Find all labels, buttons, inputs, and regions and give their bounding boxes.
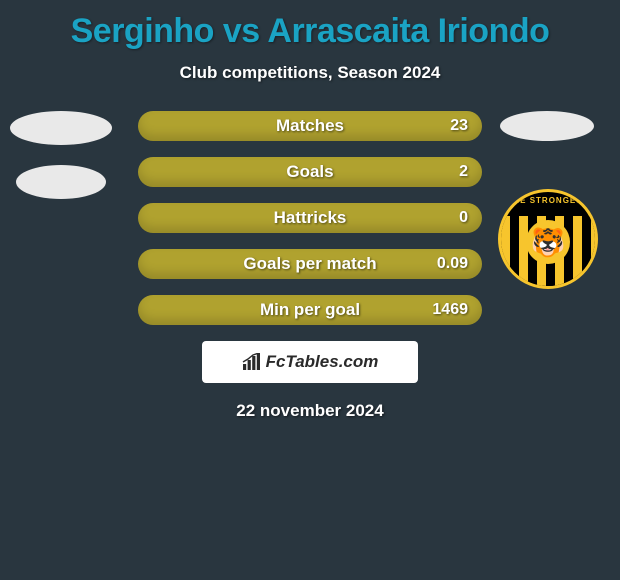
stat-bar: Hattricks 0 (138, 203, 482, 233)
right-player-badge: 🐯 HE STRONGES (498, 111, 600, 213)
club-crest: 🐯 HE STRONGES (498, 189, 598, 289)
brand-text: FcTables.com (266, 352, 379, 372)
stat-label: Hattricks (138, 203, 482, 233)
stat-value: 23 (450, 111, 468, 141)
stat-bars: Matches 23 Goals 2 Hattricks 0 Goals per… (138, 111, 482, 325)
stat-value: 1469 (432, 295, 468, 325)
stat-label: Goals per match (138, 249, 482, 279)
stat-bar: Min per goal 1469 (138, 295, 482, 325)
page-title: Serginho vs Arrascaita Iriondo (0, 0, 620, 51)
placeholder-icon (16, 165, 106, 199)
subtitle: Club competitions, Season 2024 (0, 63, 620, 83)
stat-bar: Matches 23 (138, 111, 482, 141)
bar-chart-icon (242, 353, 262, 371)
placeholder-icon (500, 111, 594, 141)
brand-box[interactable]: FcTables.com (202, 341, 418, 383)
tiger-icon: 🐯 (526, 220, 570, 264)
crest-text: HE STRONGES (501, 196, 595, 205)
date-line: 22 november 2024 (0, 401, 620, 421)
stat-value: 2 (459, 157, 468, 187)
stat-value: 0.09 (437, 249, 468, 279)
stat-label: Matches (138, 111, 482, 141)
stat-bar: Goals 2 (138, 157, 482, 187)
stat-label: Goals (138, 157, 482, 187)
stat-value: 0 (459, 203, 468, 233)
stats-area: 🐯 HE STRONGES Matches 23 Goals 2 Hattric… (0, 111, 620, 325)
placeholder-icon (10, 111, 112, 145)
left-player-badge (10, 111, 112, 213)
stat-label: Min per goal (138, 295, 482, 325)
stat-bar: Goals per match 0.09 (138, 249, 482, 279)
